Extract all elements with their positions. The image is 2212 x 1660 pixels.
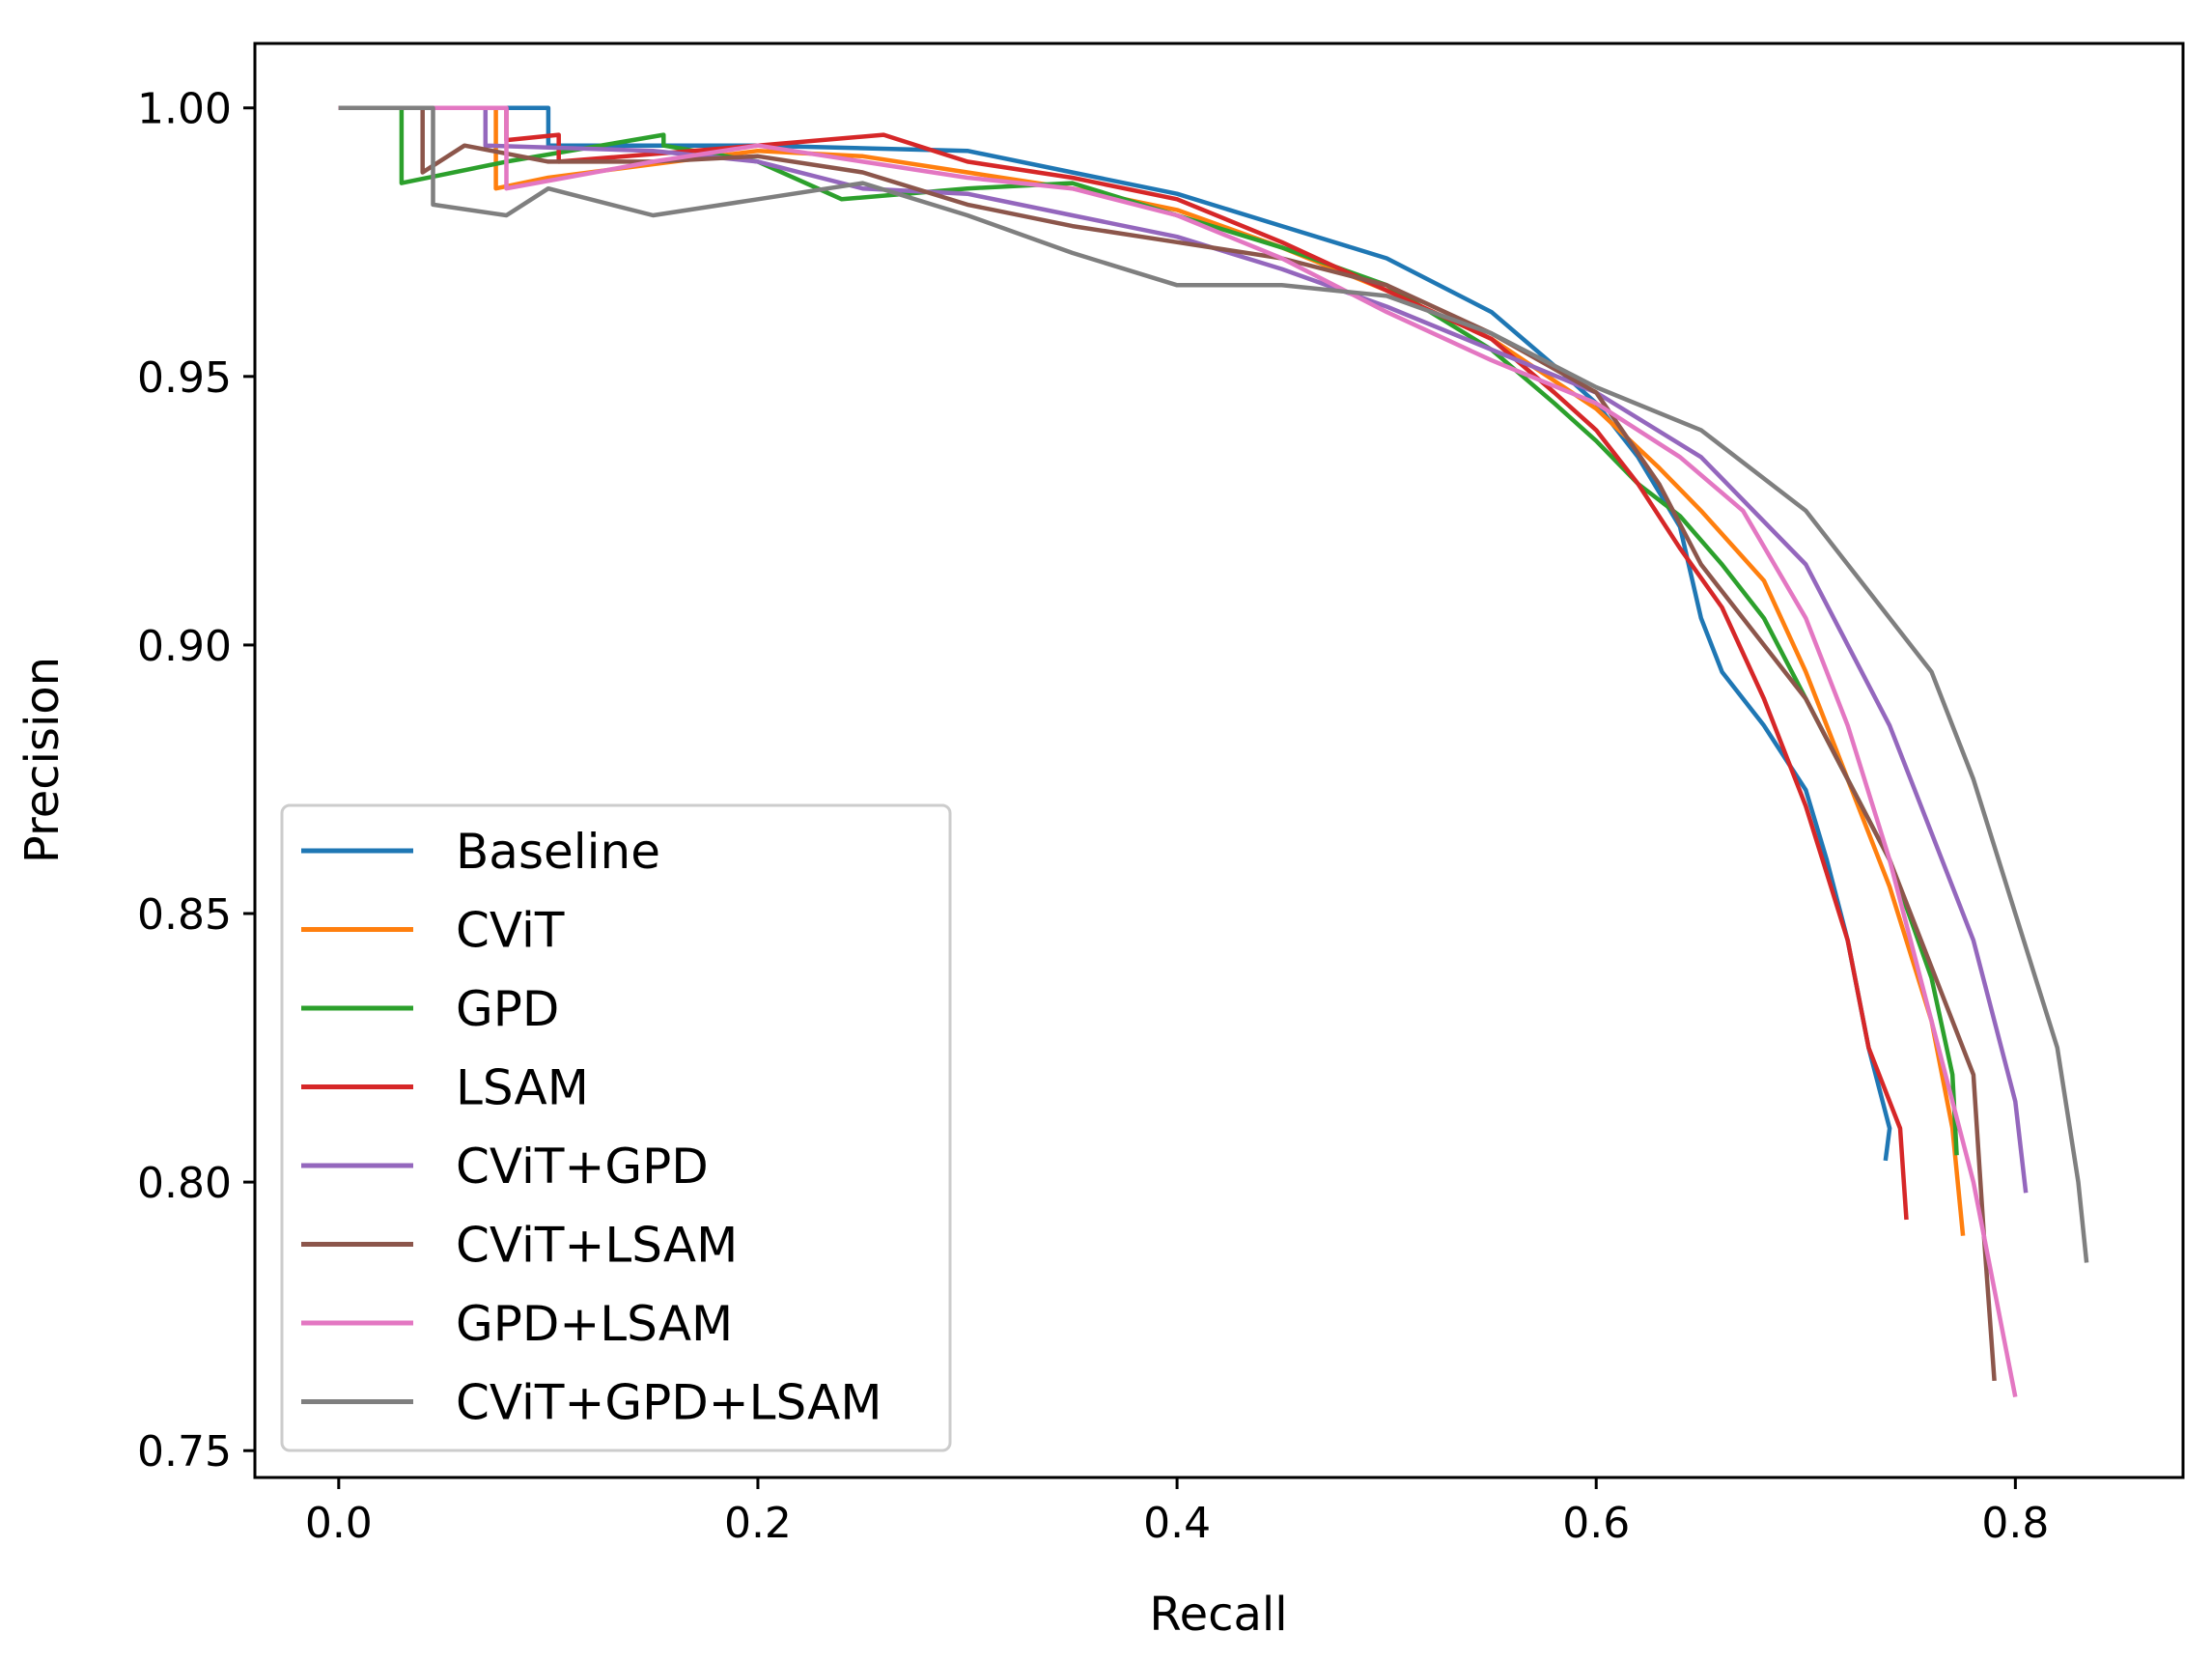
legend-label-3: GPD <box>456 981 559 1037</box>
plot-frame <box>253 42 2185 1479</box>
legend-label-4: LSAM <box>456 1060 589 1116</box>
y-tick-label: 0.90 <box>137 622 232 671</box>
legend-box <box>280 803 952 1452</box>
y-tick-label: 1.00 <box>137 85 232 134</box>
legend-label-7: GPD+LSAM <box>456 1296 733 1352</box>
series-line-8 <box>338 105 2089 1263</box>
x-axis: 0.0 0.2 0.4 0.6 0.8 <box>305 1477 2049 1548</box>
series-line-7 <box>338 105 2018 1398</box>
legend-label-1: Baseline <box>456 824 660 880</box>
x-tick-label: 0.4 <box>1143 1499 1211 1548</box>
y-tick-label: 0.85 <box>137 890 232 940</box>
y-tick-label: 0.95 <box>137 353 232 403</box>
legend-label-2: CViT <box>456 903 565 959</box>
legend-label-8: CViT+GPD+LSAM <box>456 1375 882 1431</box>
y-tick-label: 0.75 <box>137 1427 232 1477</box>
y-axis-label: Precision <box>15 657 70 863</box>
x-tick-label: 0.6 <box>1562 1499 1630 1548</box>
legend-label-5: CViT+GPD <box>456 1139 709 1195</box>
legend: Baseline CViT GPD LSAM CViT+GPD CViT+LSAM GPD+… <box>280 803 952 1452</box>
y-axis: 0.75 0.80 0.85 0.90 0.95 1.00 <box>137 85 255 1477</box>
legend-label-6: CViT+LSAM <box>456 1218 738 1274</box>
x-axis-label: Recall <box>1149 1588 1287 1642</box>
series-line-5 <box>338 105 2029 1194</box>
series-layer <box>338 105 2089 1398</box>
x-tick-label: 0.8 <box>1981 1499 2049 1548</box>
x-tick-label: 0.2 <box>724 1499 792 1548</box>
x-tick-label: 0.0 <box>305 1499 373 1548</box>
y-tick-label: 0.80 <box>137 1159 232 1208</box>
